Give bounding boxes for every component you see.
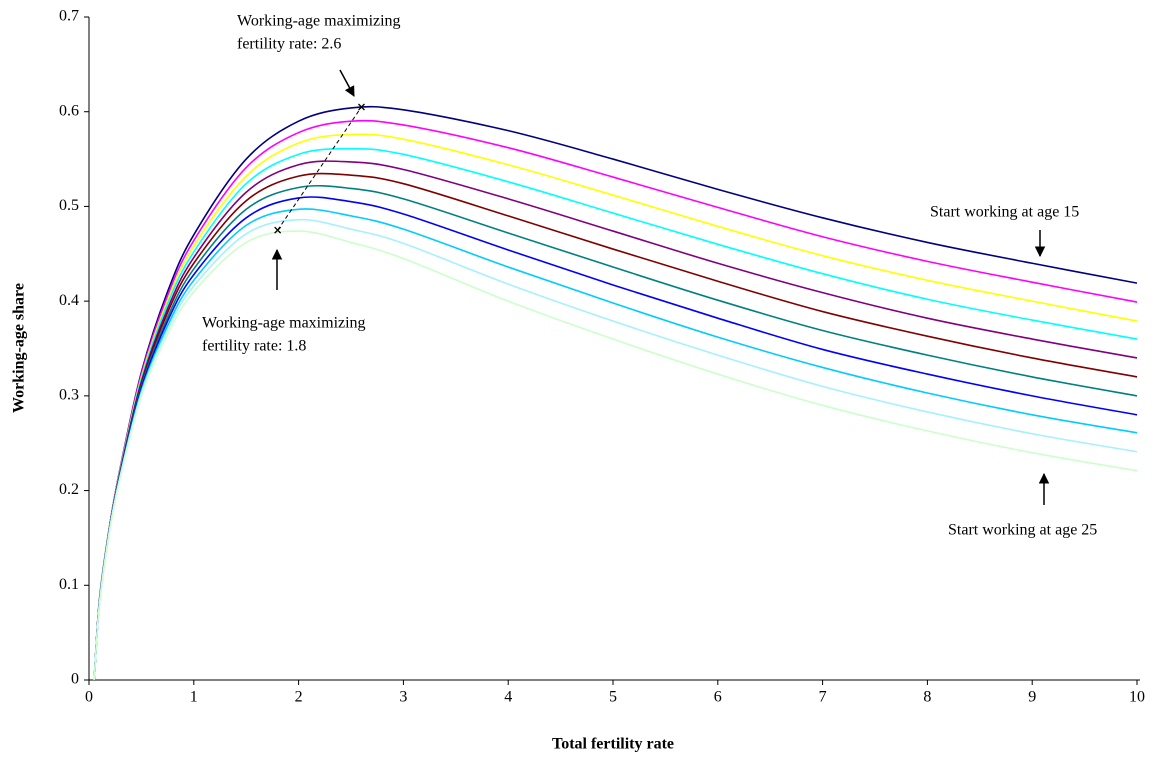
axes — [88, 17, 1140, 681]
annotation: fertility rate: 2.6 — [237, 36, 341, 53]
annotation: Start working at age 15 — [930, 204, 1079, 221]
y-tick-label: 0.4 — [59, 292, 79, 309]
series-line — [93, 230, 1138, 681]
x-tick-label: 9 — [1028, 689, 1036, 706]
y-tick-label: 0.7 — [59, 8, 79, 25]
maximum-marker — [358, 103, 365, 111]
x-tick-label: 5 — [609, 689, 617, 706]
x-tick-label: 10 — [1129, 689, 1145, 706]
y-tick-label: 0.2 — [59, 481, 79, 498]
x-tick-label: 3 — [399, 689, 407, 706]
annotation: fertility rate: 1.8 — [202, 338, 306, 355]
maxima-line — [277, 106, 362, 231]
series-line — [93, 218, 1138, 681]
annotation: Working-age maximizing — [237, 13, 401, 30]
arrow — [339, 69, 355, 97]
x-tick-label: 1 — [190, 689, 198, 706]
y-tick-label: 0.5 — [59, 197, 79, 214]
y-tick-label: 0.1 — [59, 576, 79, 593]
series-line — [93, 172, 1138, 681]
annotation: Start working at age 25 — [948, 522, 1097, 539]
y-tick-label: 0 — [71, 671, 79, 688]
annotation: Working-age maximizing — [202, 315, 366, 332]
series-line — [93, 184, 1138, 681]
y-tick-label: 0.3 — [59, 387, 79, 404]
maximum-marker — [274, 226, 282, 234]
series-line — [93, 208, 1138, 681]
x-axis-title: Total fertility rate — [552, 736, 674, 753]
series-line — [93, 105, 1138, 681]
series-line — [93, 196, 1138, 681]
series-line — [93, 147, 1138, 681]
x-tick-label: 0 — [85, 689, 93, 706]
y-axis-title: Working-age share — [11, 283, 28, 413]
x-tick-label: 6 — [714, 689, 722, 706]
x-tick-label: 4 — [504, 689, 512, 706]
series-line — [93, 160, 1138, 681]
x-tick-label: 2 — [295, 689, 303, 706]
y-tick-label: 0.6 — [59, 102, 79, 119]
x-tick-label: 8 — [923, 689, 931, 706]
x-tick-label: 7 — [819, 689, 827, 706]
